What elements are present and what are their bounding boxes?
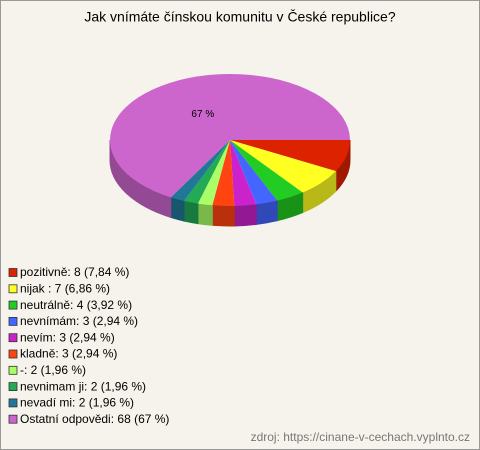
legend-swatch — [8, 414, 18, 424]
pie-slice — [230, 140, 278, 205]
pie-slice — [184, 140, 230, 204]
slice-side — [170, 196, 185, 222]
slice-side — [255, 200, 278, 225]
pie-slice — [110, 74, 350, 198]
legend-label: -: 2 (1,96 %) — [20, 363, 86, 377]
legend-label: pozitivně: 8 (7,84 %) — [20, 265, 129, 279]
legend-swatch — [8, 316, 18, 326]
pie-slice — [230, 140, 303, 201]
pie-slice — [230, 140, 350, 172]
legend-label: Ostatní odpovědi: 68 (67 %) — [20, 412, 169, 426]
source: zdroj: https://cinane-v-cechach.vyplnto.… — [251, 430, 470, 444]
slice-side — [233, 203, 257, 227]
slice-side — [197, 203, 213, 226]
legend-swatch — [8, 333, 18, 343]
legend-label: neutrálně: 4 (3,92 %) — [20, 298, 132, 312]
legend-swatch — [8, 382, 18, 392]
legend-swatch — [8, 398, 18, 408]
pie-slice — [170, 140, 230, 201]
legend-swatch — [8, 268, 18, 277]
slice-side — [211, 204, 235, 227]
legend-swatch — [8, 365, 18, 375]
legend-label: nevnímám: 3 (2,94 %) — [20, 314, 138, 328]
legend-label: nevnimam ji: 2 (1,96 %) — [20, 379, 146, 393]
slice-label: 67 % — [191, 109, 214, 120]
pie-slice — [230, 140, 336, 193]
legend-label: nevadí mi: 2 (1,96 %) — [20, 396, 134, 410]
legend-label: nijak : 7 (6,86 %) — [20, 281, 110, 295]
slice-side — [183, 200, 199, 225]
pie-slice — [197, 140, 230, 206]
chart-title: Jak vnímáte čínskou komunitu v České rep… — [84, 9, 395, 25]
pie-slice — [212, 140, 235, 206]
legend-label: kladně: 3 (2,94 %) — [20, 347, 117, 361]
legend-swatch — [8, 349, 18, 359]
legend-label: nevím: 3 (2,94 %) — [20, 330, 115, 344]
pie-slice — [230, 140, 257, 206]
legend-swatch — [8, 300, 18, 310]
legend-swatch — [8, 284, 18, 294]
